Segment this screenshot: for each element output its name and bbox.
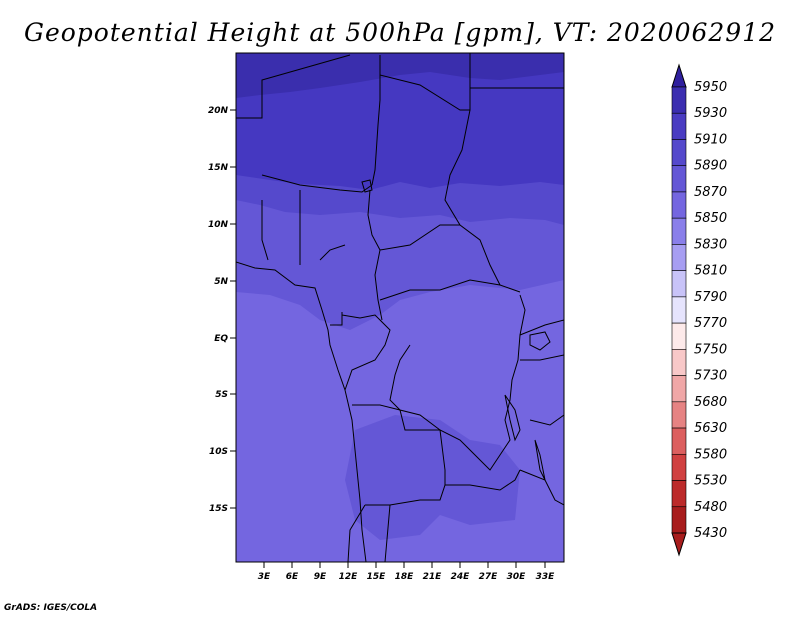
footer-credit: GrADS: IGES/COLA	[4, 603, 98, 613]
lon-tick-label: 9E	[314, 572, 327, 582]
lon-tick-label: 18E	[395, 572, 415, 582]
height-field	[236, 53, 564, 562]
colorbar-swatch	[671, 112, 687, 140]
border-sahara-north	[236, 54, 351, 119]
border-chad-west	[371, 55, 381, 186]
lake-malawi	[534, 439, 546, 481]
border-zambia	[445, 469, 521, 491]
colorbar-swatch	[671, 322, 687, 350]
lon-tick-label: 12E	[339, 572, 359, 582]
lon-tick-label: 15E	[367, 572, 387, 582]
country-borders	[236, 53, 564, 562]
lat-tick-label: 5S	[215, 390, 228, 400]
lat-axis: 20N 15N 10N 5N EQ 5S 10S 15S	[208, 106, 236, 514]
lon-tick-label: 24E	[451, 572, 471, 582]
colorbar-bottom-arrow	[671, 532, 687, 557]
colorbar-label: 5950	[694, 80, 727, 95]
colorbar-label: 5580	[694, 447, 727, 462]
lon-tick-label: 30E	[507, 572, 527, 582]
map-frame	[235, 52, 565, 563]
lake-tanganyika	[504, 394, 521, 442]
colorbar-label: 5930	[694, 106, 727, 121]
border-west-africa	[261, 190, 346, 265]
border-namibia	[347, 504, 391, 562]
colorbar-label: 5910	[694, 132, 727, 147]
colorbar-swatch	[671, 401, 687, 429]
colorbar-swatch	[671, 375, 687, 403]
border-gabon-congo	[330, 312, 391, 391]
border-libya	[379, 53, 471, 111]
colorbar-top-arrow	[671, 63, 687, 88]
colorbar: 5950 5930 5910 5890 5870 5850 5830 5810 5790 5770…	[671, 63, 727, 557]
lake-victoria	[529, 331, 551, 351]
lat-tick-label: 20N	[208, 106, 229, 116]
lon-tick-label: 6E	[286, 572, 299, 582]
colorbar-label: 5480	[694, 500, 727, 515]
colorbar-swatch	[671, 165, 687, 193]
colorbar-swatch	[671, 139, 687, 167]
lat-tick-label: 15N	[208, 163, 229, 173]
colorbar-label: 5830	[694, 237, 727, 252]
colorbar-label: 5750	[694, 342, 727, 357]
colorbar-label: 5530	[694, 474, 727, 489]
lat-tick-label: 10N	[208, 220, 229, 230]
lat-tick-label: 10S	[209, 447, 228, 457]
coastline-west	[236, 261, 367, 562]
colorbar-label: 5730	[694, 369, 727, 384]
colorbar-swatch	[671, 453, 687, 481]
colorbar-swatch	[671, 480, 687, 508]
colorbar-swatch	[671, 296, 687, 324]
border-sudan-west	[444, 109, 501, 286]
lake-chad	[361, 179, 373, 193]
colorbar-swatch	[671, 244, 687, 271]
colorbar-swatch	[671, 217, 687, 245]
lon-tick-label: 3E	[258, 572, 271, 582]
lon-tick-label: 21E	[423, 572, 443, 582]
colorbar-label: 5790	[694, 290, 727, 305]
border-car	[379, 224, 521, 301]
chart-title: Geopotential Height at 500hPa [gpm], VT:…	[23, 18, 777, 47]
colorbar-label: 5630	[694, 421, 727, 436]
colorbar-label: 5850	[694, 211, 727, 226]
border-drc	[389, 294, 526, 471]
colorbar-swatch	[671, 506, 687, 534]
border-east	[519, 319, 564, 506]
colorbar-label: 5870	[694, 185, 727, 200]
lat-tick-label: 5N	[214, 277, 228, 287]
colorbar-label: 5680	[694, 395, 727, 410]
colorbar-swatch	[671, 270, 687, 298]
colorbar-label: 5810	[694, 264, 727, 279]
colorbar-swatch	[671, 191, 687, 219]
colorbar-label: 5430	[694, 526, 727, 541]
colorbar-swatch	[671, 349, 687, 376]
colorbar-label: 5770	[694, 316, 727, 331]
colorbar-swatch	[671, 427, 687, 455]
band-5870-south	[345, 415, 520, 540]
lon-tick-label: 33E	[536, 572, 556, 582]
lat-tick-label: 15S	[209, 504, 228, 514]
colorbar-swatch	[671, 86, 687, 114]
lat-tick-label: EQ	[214, 334, 228, 344]
lon-tick-label: 27E	[479, 572, 499, 582]
colorbar-label: 5890	[694, 159, 727, 174]
lon-axis: 3E 6E 9E 12E 15E 18E 21E 24E 27E 30E 33E	[258, 562, 555, 582]
border-niger-nigeria	[261, 174, 373, 193]
